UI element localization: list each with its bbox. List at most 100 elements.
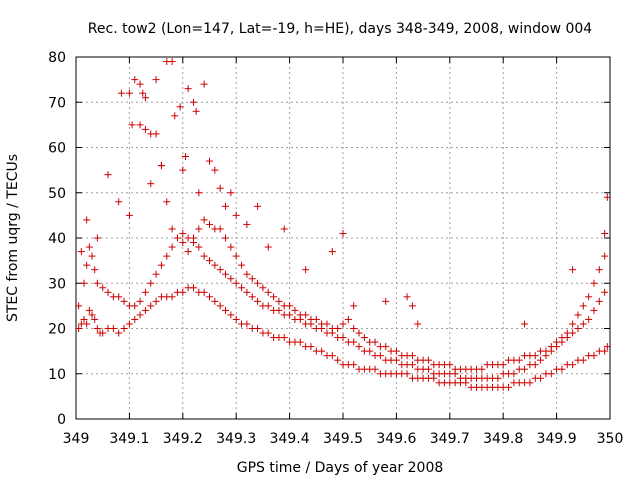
- data-point: [579, 320, 587, 328]
- data-point: [254, 279, 262, 287]
- x-tick-label: 349.1: [109, 431, 149, 447]
- data-point: [537, 374, 545, 382]
- data-point: [104, 171, 112, 179]
- data-points: [75, 58, 611, 391]
- data-point: [211, 261, 219, 269]
- data-point: [173, 234, 181, 242]
- y-tick-label: 10: [48, 367, 66, 383]
- data-point: [382, 343, 390, 351]
- y-tick-label: 20: [48, 322, 66, 338]
- data-point: [601, 229, 609, 237]
- data-point: [238, 261, 246, 269]
- data-point: [371, 338, 379, 346]
- data-point: [80, 315, 88, 323]
- data-point: [189, 284, 197, 292]
- data-point: [152, 297, 160, 305]
- data-point: [603, 343, 611, 351]
- data-point: [264, 329, 272, 337]
- data-point: [307, 343, 315, 351]
- data-point: [192, 107, 200, 115]
- data-point: [206, 293, 213, 301]
- data-point: [141, 288, 149, 296]
- data-point: [243, 288, 251, 296]
- data-point: [382, 297, 390, 305]
- data-point: [505, 383, 513, 391]
- data-point: [147, 302, 155, 310]
- data-point: [141, 306, 149, 314]
- data-point: [227, 275, 235, 283]
- data-point: [152, 130, 160, 138]
- data-point: [125, 89, 133, 97]
- data-point: [157, 162, 165, 170]
- data-point: [216, 184, 224, 192]
- data-point: [328, 248, 336, 256]
- data-point: [248, 275, 256, 283]
- x-tick-label: 349.3: [216, 431, 256, 447]
- data-point: [227, 311, 235, 319]
- data-point: [168, 293, 176, 301]
- data-point: [531, 352, 539, 360]
- data-point: [227, 189, 235, 197]
- data-point: [99, 329, 107, 337]
- data-point: [163, 252, 171, 260]
- data-point: [569, 361, 577, 369]
- y-tick-label: 70: [48, 95, 66, 111]
- data-point: [83, 320, 91, 328]
- data-point: [117, 89, 125, 97]
- data-point: [478, 365, 486, 373]
- data-point: [414, 320, 422, 328]
- data-point: [537, 356, 545, 364]
- data-point: [408, 361, 416, 369]
- data-point: [558, 365, 566, 373]
- data-point: [168, 225, 176, 233]
- data-point: [521, 320, 529, 328]
- x-tick-label: 349.7: [430, 431, 470, 447]
- data-point: [115, 329, 123, 337]
- data-point: [563, 329, 571, 337]
- data-point: [334, 325, 342, 332]
- data-point: [339, 334, 347, 342]
- data-point: [75, 302, 83, 310]
- data-point: [157, 261, 165, 269]
- data-point: [601, 252, 609, 260]
- data-point: [189, 98, 197, 106]
- data-point: [595, 297, 603, 305]
- x-tick-labels: 349 349.1 349.2 349.3 349.4 349.5 349.6 349.7 34…: [63, 431, 624, 447]
- data-point: [136, 121, 144, 129]
- data-point: [128, 121, 136, 129]
- data-point: [75, 325, 83, 332]
- data-point: [115, 293, 123, 301]
- data-point: [99, 284, 107, 292]
- x-tick-label: 349.6: [376, 431, 416, 447]
- data-point: [392, 347, 400, 355]
- data-point: [83, 216, 91, 224]
- data-point: [238, 284, 246, 292]
- data-point: [355, 329, 363, 337]
- data-point: [280, 225, 288, 233]
- data-point: [163, 198, 171, 206]
- data-point: [152, 270, 160, 278]
- data-point: [579, 356, 587, 364]
- data-point: [120, 297, 128, 305]
- data-point: [350, 325, 358, 332]
- data-point: [227, 243, 235, 251]
- x-tick-label: 349.5: [323, 431, 363, 447]
- data-point: [179, 239, 187, 247]
- data-point: [585, 293, 593, 301]
- data-point: [93, 234, 101, 242]
- data-point: [222, 270, 230, 278]
- data-point: [259, 284, 267, 292]
- data-point: [254, 297, 262, 305]
- data-point: [91, 315, 99, 323]
- data-point: [339, 320, 347, 328]
- data-point: [179, 166, 187, 174]
- data-point: [125, 320, 133, 328]
- data-point: [286, 302, 294, 310]
- data-point: [328, 352, 336, 360]
- data-point: [83, 261, 91, 269]
- data-point: [408, 352, 416, 360]
- data-point: [176, 103, 184, 111]
- data-point: [526, 379, 534, 387]
- data-point: [286, 311, 294, 319]
